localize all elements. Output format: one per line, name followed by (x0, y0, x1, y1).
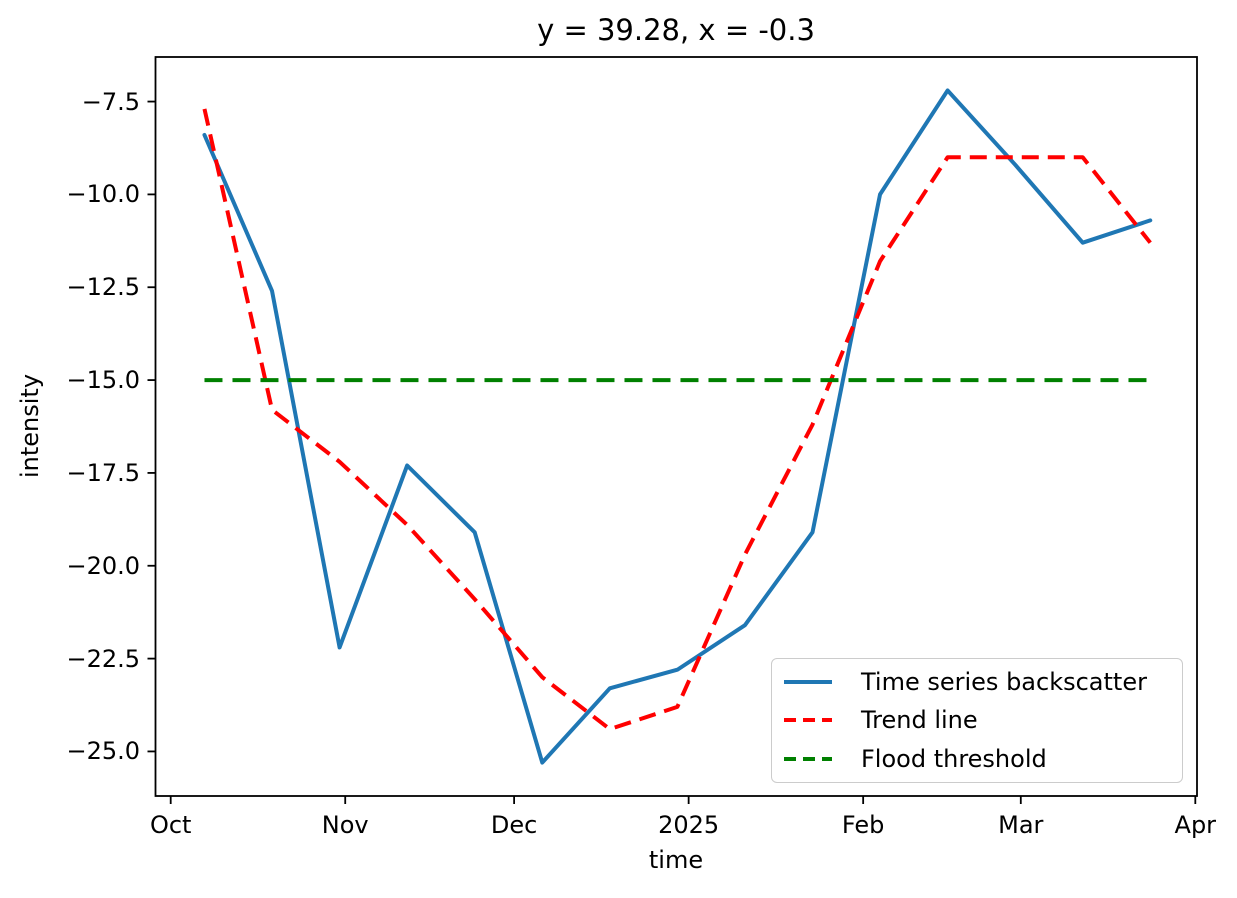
legend-label: Flood threshold (861, 744, 1047, 773)
legend-label: Trend line (861, 706, 978, 735)
x-axis-label: time (648, 846, 704, 874)
legend-label: Time series backscatter (861, 668, 1147, 697)
legend-entry-backscatter: Time series backscatter (783, 663, 1182, 701)
legend-solid-line-icon (784, 680, 832, 685)
backscatter-line (202, 88, 1153, 765)
legend: Time series backscatter Trend line Flood… (771, 658, 1183, 783)
legend-dashed-line-icon (784, 718, 832, 723)
legend-entry-trend: Trend line (783, 701, 1182, 739)
legend-dashed-line-icon (784, 756, 832, 761)
chart-title: y = 39.28, x = -0.3 (537, 13, 815, 47)
trend-line (202, 108, 1152, 732)
legend-entry-threshold: Flood threshold (783, 740, 1182, 778)
axes-spines (154, 56, 1198, 797)
